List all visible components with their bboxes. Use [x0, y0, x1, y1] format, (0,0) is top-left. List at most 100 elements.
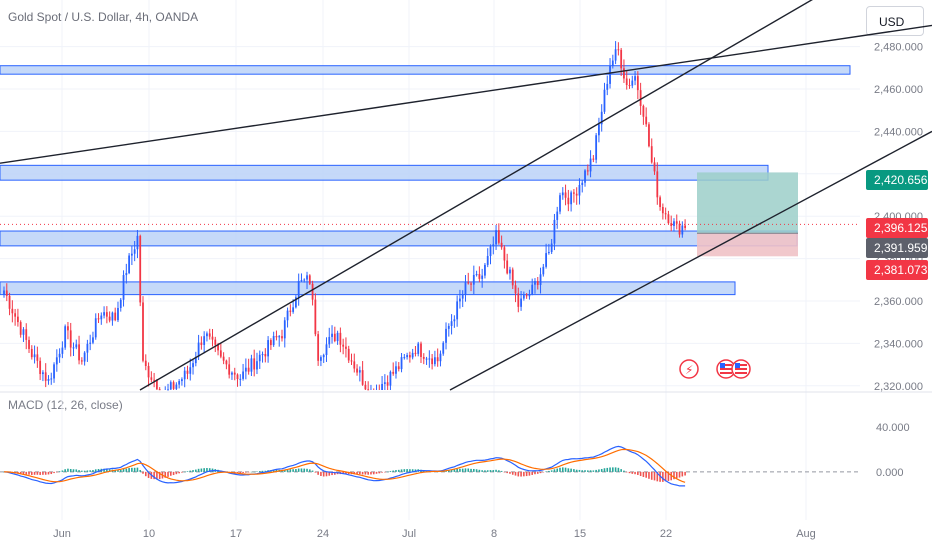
candle-body: [83, 352, 86, 362]
candle-body: [219, 350, 222, 357]
candle-body: [147, 366, 150, 378]
price-tag: 2,420.656: [874, 173, 928, 187]
candle-body: [225, 360, 228, 365]
macd-histogram-bar: [542, 471, 545, 473]
x-tick-label: 22: [660, 528, 672, 540]
candle-body: [636, 76, 639, 91]
candle-body: [645, 116, 648, 125]
candle-body: [317, 334, 320, 361]
candle-body: [30, 348, 33, 358]
candle-body: [556, 211, 559, 220]
macd-histogram-bar: [325, 471, 328, 477]
macd-histogram-bar: [56, 471, 58, 473]
candle-body: [492, 244, 495, 247]
price-tag-bg: [866, 218, 928, 238]
macd-histogram-bar: [609, 467, 611, 472]
macd-histogram-bar: [361, 471, 364, 475]
candle-body: [497, 230, 500, 243]
candle-body: [450, 321, 453, 326]
candle-body: [439, 353, 442, 362]
macd-histogram-bar: [606, 467, 609, 472]
candle-body: [403, 357, 406, 359]
macd-histogram-bar: [297, 468, 300, 472]
macd-histogram-bar: [484, 470, 486, 472]
macd-histogram-bar: [33, 471, 36, 475]
candle-body: [484, 264, 486, 276]
candle-body: [514, 285, 517, 294]
macd-histogram-bar: [69, 468, 72, 472]
candle-body: [17, 316, 19, 323]
macd-histogram-bar: [170, 471, 172, 476]
candle-body: [181, 379, 183, 382]
candle-body: [653, 162, 656, 172]
candle-body: [275, 335, 278, 338]
candle-body: [267, 340, 269, 357]
macd-histogram-bar: [317, 471, 319, 475]
candle-body: [211, 336, 214, 340]
candle-body: [673, 221, 675, 226]
candle-body: [286, 310, 289, 321]
macd-histogram-bar: [473, 468, 475, 472]
candle-body: [194, 356, 197, 364]
candle-body: [547, 251, 550, 254]
candle-body: [55, 357, 58, 365]
macd-histogram-bar: [514, 471, 517, 476]
candle-body: [531, 284, 534, 295]
candle-body: [661, 207, 664, 214]
macd-histogram-bar: [550, 470, 553, 472]
macd-histogram-bar: [567, 468, 570, 472]
candle-body: [69, 330, 72, 348]
macd-histogram-bar: [175, 471, 178, 475]
macd-histogram-bar: [603, 468, 606, 472]
macd-histogram-bar: [600, 468, 603, 472]
candle-body: [383, 382, 386, 384]
macd-histogram-bar: [364, 471, 367, 475]
candle-body: [253, 358, 256, 370]
candle-body: [178, 381, 181, 385]
candle-body: [603, 89, 606, 112]
macd-histogram-bar: [153, 471, 155, 480]
candle-body: [570, 192, 573, 205]
candle-body: [97, 318, 100, 320]
price-zone: [0, 281, 736, 296]
macd-histogram-bar: [614, 467, 617, 472]
candle-body: [64, 326, 67, 348]
candle-body: [80, 360, 83, 362]
candle-body: [61, 347, 64, 354]
macd-histogram-bar: [456, 468, 458, 472]
candle-body: [125, 273, 128, 276]
x-tick-label: 8: [491, 528, 497, 540]
macd-histogram-bar: [117, 470, 119, 472]
y-tick-label: 2,460.000: [874, 84, 923, 96]
candle-body: [269, 340, 272, 346]
candle-body: [197, 342, 200, 357]
macd-histogram-bar: [534, 471, 536, 475]
macd-histogram-bar: [525, 471, 528, 477]
macd-histogram-bar: [578, 469, 581, 472]
candle-body: [561, 192, 564, 196]
currency-button[interactable]: USD: [866, 6, 924, 36]
candle-body: [425, 358, 428, 360]
candle-body: [233, 372, 236, 375]
candle-body: [542, 266, 545, 275]
flag-stripe: [720, 368, 732, 370]
macd-histogram-bar: [467, 468, 470, 472]
candle-body: [142, 302, 144, 361]
y-tick-label: 2,440.000: [874, 126, 923, 138]
flag-canton: [720, 363, 725, 368]
macd-histogram-bar: [411, 469, 414, 472]
flag-canton: [735, 363, 740, 368]
macd-histogram-bar: [498, 470, 500, 472]
macd-histogram-bar: [650, 471, 653, 480]
candle-body: [139, 235, 142, 303]
x-tick-label: 24: [317, 528, 329, 540]
candle-body: [639, 90, 642, 106]
candle-body: [108, 316, 111, 321]
macd-histogram-bar: [86, 470, 89, 472]
flag-stripe: [720, 364, 732, 366]
macd-histogram-bar: [495, 469, 497, 472]
macd-histogram-bar: [584, 470, 586, 472]
macd-histogram-bar: [639, 471, 642, 477]
candle-body: [100, 315, 103, 320]
